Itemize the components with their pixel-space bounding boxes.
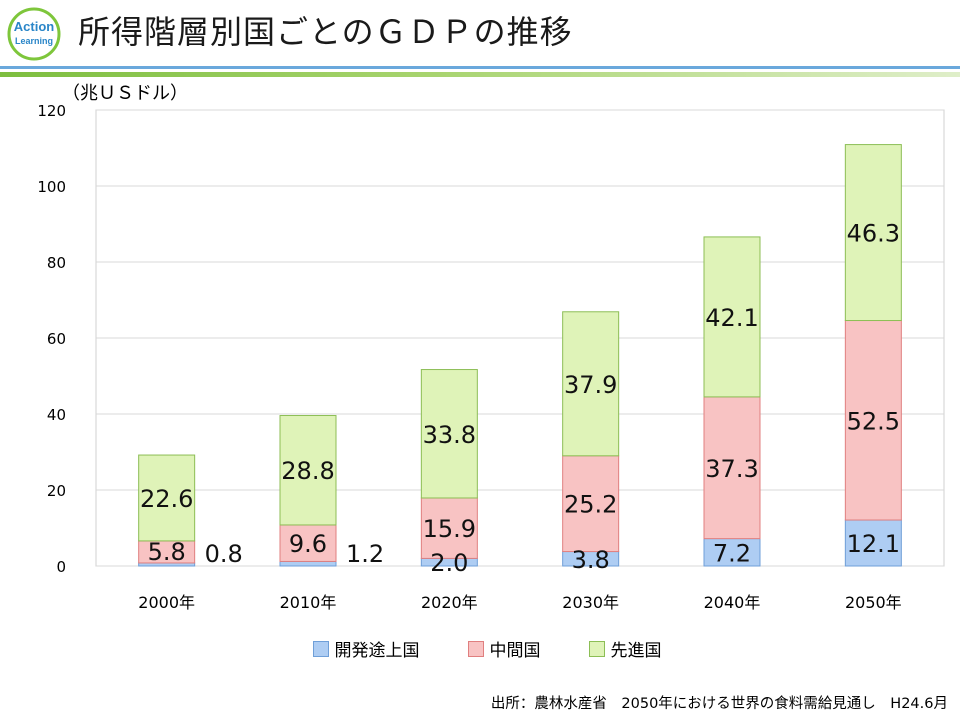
y-tick-label: 0 <box>56 558 66 576</box>
data-label: 28.8 <box>281 457 334 485</box>
y-tick-label: 120 <box>37 102 66 120</box>
legend-item-developing: 開発途上国 <box>312 636 420 661</box>
data-label: 25.2 <box>564 491 617 519</box>
data-label: 12.1 <box>847 530 900 558</box>
data-label: 9.6 <box>289 530 327 558</box>
x-tick-label: 2030年 <box>562 593 619 612</box>
x-tick-label: 2000年 <box>138 593 195 612</box>
source-note: 出所：農林水産省 2050年における世界の食料需給見通し H24.6月 <box>490 696 948 712</box>
title-rule-green <box>0 72 960 77</box>
x-tick-label: 2040年 <box>704 593 761 612</box>
action-learning-logo: Action Learning <box>7 7 61 61</box>
data-label: 15.9 <box>423 515 476 543</box>
legend-swatch-middle <box>467 640 484 657</box>
page-title: 所得階層別国ごとのＧＤＰの推移 <box>78 13 573 51</box>
data-label: 3.8 <box>572 546 610 574</box>
data-label: 5.8 <box>148 538 186 566</box>
y-axis-unit-label: （兆ＵＳドル） <box>62 83 188 104</box>
gdp-stacked-bar-chart: 0 20 40 60 80 100 120 2000年 2010年 2020年 2030年 2040年… <box>37 102 945 612</box>
bar-segment <box>420 369 478 499</box>
y-tick-label: 80 <box>47 254 66 272</box>
bar-segment <box>562 455 620 553</box>
logo-text-learning: Learning <box>15 36 53 46</box>
title-rule-blue <box>0 66 960 69</box>
data-label: 22.6 <box>140 485 193 513</box>
data-label: 33.8 <box>423 421 476 449</box>
y-tick-label: 20 <box>47 482 66 500</box>
legend-item-middle: 中間国 <box>467 636 541 661</box>
bar-segment <box>844 519 902 567</box>
bar-segment <box>562 311 620 457</box>
legend-label-developing: 開発途上国 <box>334 641 420 661</box>
legend-label-developed: 先進国 <box>610 641 662 661</box>
data-label: 1.2 <box>346 540 384 568</box>
y-tick-label: 100 <box>37 178 66 196</box>
bar-segment <box>844 144 902 322</box>
chart-legend: 開発途上国 中間国 先進国 <box>0 636 960 661</box>
bar-segment <box>844 320 902 521</box>
data-label: 46.3 <box>847 220 900 248</box>
x-tick-label: 2010年 <box>280 593 337 612</box>
data-label: 37.3 <box>705 455 758 483</box>
logo-text-action: Action <box>14 19 55 34</box>
data-label: 42.1 <box>705 304 758 332</box>
legend-label-middle: 中間国 <box>489 641 541 661</box>
bar-segment <box>703 396 761 540</box>
data-label: 2.0 <box>430 549 468 577</box>
x-tick-label: 2050年 <box>845 593 902 612</box>
data-label: 7.2 <box>713 539 751 567</box>
bar-segment <box>420 497 478 559</box>
data-label: 0.8 <box>205 540 243 568</box>
legend-swatch-developing <box>312 640 329 657</box>
legend-item-developed: 先進国 <box>588 636 662 661</box>
legend-swatch-developed <box>588 640 605 657</box>
data-label: 52.5 <box>847 407 900 435</box>
y-tick-label: 40 <box>47 406 66 424</box>
bar-segment <box>703 236 761 398</box>
data-label: 37.9 <box>564 371 617 399</box>
bar-segment <box>279 524 337 562</box>
x-tick-label: 2020年 <box>421 593 478 612</box>
bar-segment <box>279 560 337 567</box>
y-tick-label: 60 <box>47 330 66 348</box>
bar-segment <box>703 538 761 567</box>
bar-segment <box>138 454 196 542</box>
bar-segment <box>279 415 337 526</box>
